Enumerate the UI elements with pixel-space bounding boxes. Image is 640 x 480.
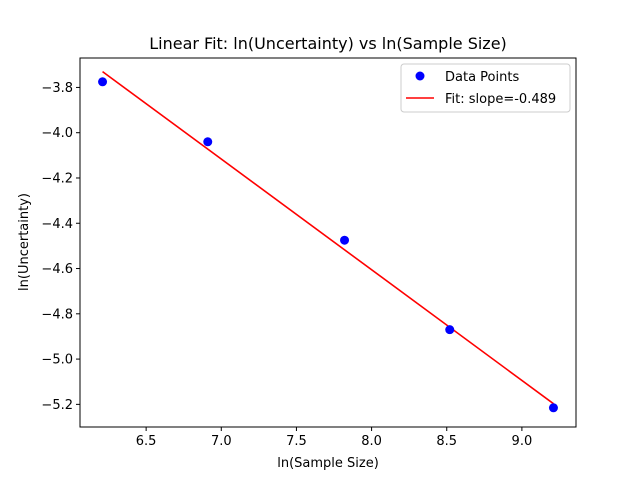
y-tick-label: −4.4 [41, 217, 73, 232]
data-point [340, 235, 350, 245]
x-axis-label: ln(Sample Size) [277, 456, 379, 471]
x-axis: 6.5 7.0 7.5 8.0 8.5 9.0 [136, 427, 532, 449]
y-tick-label: −4.6 [41, 262, 73, 277]
y-axis-label: ln(Uncertainty) [17, 193, 32, 291]
y-tick-label: −3.8 [41, 81, 73, 96]
legend: Data Points Fit: slope=-0.489 [400, 63, 571, 113]
y-tick-label: −5.2 [41, 398, 73, 413]
y-tick-label: −5.0 [41, 353, 73, 368]
fit-line [102, 70, 554, 405]
legend-box [400, 63, 571, 113]
legend-label-fit: Fit: slope=-0.489 [445, 92, 556, 107]
x-tick-label: 7.5 [286, 434, 307, 449]
plot-frame [79, 57, 577, 428]
y-axis: −3.8 −4.0 −4.2 −4.4 −4.6 −4.8 −5.0 −5.2 [41, 81, 80, 413]
y-tick-label: −4.8 [41, 307, 73, 322]
data-point [445, 325, 455, 335]
x-tick-label: 9.0 [512, 434, 533, 449]
data-point [548, 403, 558, 413]
x-tick-label: 8.5 [436, 434, 457, 449]
x-tick-label: 7.0 [211, 434, 232, 449]
x-tick-label: 6.5 [136, 434, 157, 449]
y-tick-label: −4.0 [41, 126, 73, 141]
legend-marker-data-points [415, 71, 425, 81]
x-tick-label: 8.0 [361, 434, 382, 449]
y-tick-label: −4.2 [41, 171, 73, 186]
legend-label-data-points: Data Points [445, 70, 519, 85]
data-point [203, 137, 213, 147]
data-point [98, 77, 108, 87]
chart-title: Linear Fit: ln(Uncertainty) vs ln(Sample… [149, 34, 507, 53]
plot-area [98, 70, 558, 413]
